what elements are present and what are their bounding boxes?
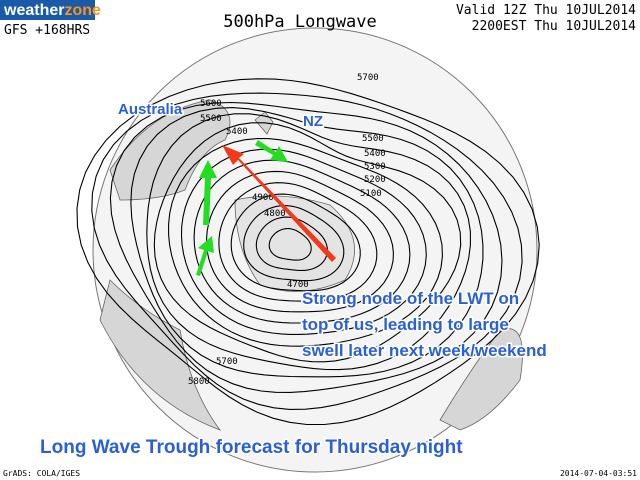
contour-label: 5400 [226,127,248,137]
annotation: Strong node of the LWT on [302,289,519,308]
valid-time: Valid 12Z Thu 10JUL2014 [456,3,636,18]
contour-label: 4900 [252,193,274,203]
contour-label: 5700 [216,357,238,367]
logo: weatherzone [3,2,101,19]
arrows-green [196,140,288,276]
contour-line [91,92,523,410]
contour-line [268,228,312,261]
node-arrow [222,145,336,262]
contour-line [180,148,427,335]
contour-line [109,101,503,393]
caption: Long Wave Trough forecast for Thursday n… [40,437,463,458]
logo-bg [0,0,95,20]
logo-main: weather [3,2,64,19]
annotation: top of us, leading to large [302,315,509,334]
contour-label: 5100 [360,189,382,199]
flow-arrow [255,140,288,162]
contours [76,78,540,426]
contour-label: 5500 [200,114,222,124]
model-run: GFS +168HRS [4,23,90,38]
contour-label: 5400 [364,149,386,159]
contour-line [193,159,411,324]
contour-label: 5800 [188,377,210,387]
contour-label: 5700 [357,73,379,83]
contour-label: 4700 [287,280,309,290]
antarctica-land [234,195,355,292]
contour-label: 5600 [200,99,222,109]
contour-line [168,138,443,347]
annotation: swell later next week/weekend [302,341,547,360]
map-title: 500hPa Longwave [223,12,377,32]
flow-arrow [199,160,217,225]
contour-line [243,205,345,282]
contour-labels: 5700 5600 5500 5400 5500 5400 5300 5200 5100 4900… [188,73,386,387]
local-time: 2200EST Thu 10JUL2014 [472,19,637,34]
south-america-land [439,328,523,431]
footer-left: GrADS: COLA/IGES [3,469,80,478]
flow-arrow [196,236,214,276]
region-label: NZ [303,113,323,130]
contour-line [76,78,540,426]
contour-line [130,107,484,378]
contour-label: 5500 [362,134,384,144]
contour-line [255,216,328,271]
contour-label: 4800 [264,209,286,219]
contour-line [146,113,471,371]
region-label: Australia [118,101,183,118]
logo-accent: zone [64,2,101,19]
contour-line [153,122,462,363]
contour-line [218,182,378,302]
contour-label: 5200 [364,175,386,185]
contour-line [230,193,361,292]
footer-right: 2014-07-04-03:51 [560,469,637,478]
contour-label: 5300 [364,162,386,172]
